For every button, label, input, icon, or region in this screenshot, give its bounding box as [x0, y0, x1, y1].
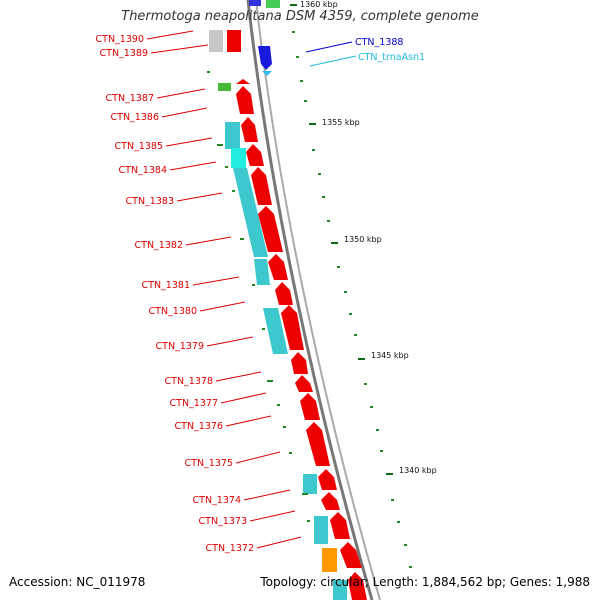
tick-label-1360: 1360 kbp	[300, 0, 338, 9]
cds-ctn-1380a	[275, 282, 293, 305]
tick-label-1350: 1350 kbp	[344, 235, 382, 244]
leader-line-trna-asn1	[309, 55, 357, 67]
gene-label-ctn-trnaasn1: CTN_trnaAsn1	[358, 52, 425, 63]
rna-block-5	[263, 308, 288, 354]
tick-label-1355: 1355 kbp	[322, 118, 360, 127]
trna-asn1-marker	[262, 71, 272, 76]
rna-block-8	[322, 548, 337, 572]
rna-block-4	[254, 259, 270, 285]
gene-label-ctn-1373: CTN_1373	[199, 516, 247, 527]
cds-ctn-1382	[258, 206, 283, 252]
cds-ctn-1372b	[340, 542, 362, 568]
tick-label-1345: 1345 kbp	[371, 351, 409, 360]
feature-block-green-top	[266, 0, 280, 8]
gene-label-ctn-1385: CTN_1385	[115, 141, 163, 152]
gene-label-ctn-1376: CTN_1376	[175, 421, 223, 432]
gene-label-ctn-1374: CTN_1374	[193, 495, 241, 506]
accession-label: Accession: NC_011978	[9, 575, 146, 589]
trna-arrow-ctn-1388	[258, 46, 272, 70]
kbp-tick-marks	[290, 4, 393, 475]
rna-block-2	[231, 148, 246, 168]
gene-label-ctn-1390: CTN_1390	[96, 34, 144, 45]
topology-label: Topology: circular; Length: 1,884,562 bp…	[260, 575, 590, 589]
cds-ctn-1384	[246, 144, 264, 166]
leader-line-ctn-1388	[305, 41, 353, 53]
gene-label-ctn-1379: CTN_1379	[156, 341, 204, 352]
cds-ctn-1376	[300, 393, 320, 420]
cds-ctn-1386	[236, 86, 254, 114]
cds-ctn-1377	[295, 375, 313, 392]
cds-bottom	[348, 572, 367, 600]
genome-backbone	[246, 0, 374, 600]
cds-ctn-1372a	[330, 512, 350, 539]
cds-ctn-1381	[268, 254, 288, 280]
cds-ctn-1373	[321, 492, 340, 510]
cds-ctn-1387	[236, 79, 250, 84]
tick-label-1340: 1340 kbp	[399, 466, 437, 475]
gc-dots-left	[207, 71, 310, 522]
gene-label-ctn-1383: CTN_1383	[126, 196, 174, 207]
cds-ctn-1390	[227, 30, 241, 52]
cds-ctn-1385	[241, 117, 258, 142]
gene-label-ctn-1382: CTN_1382	[135, 240, 183, 251]
rna-block-1	[225, 122, 240, 149]
cds-ctn-1375	[306, 422, 330, 466]
map-title: Thermotoga neapolitana DSM 4359, complet…	[121, 9, 479, 24]
rna-block-3	[233, 168, 268, 257]
cds-ctn-1374	[318, 469, 337, 490]
leader-lines-left	[146, 30, 302, 549]
feature-block-green	[218, 83, 231, 91]
cds-ctn-1379	[281, 305, 304, 350]
genome-backbone-inner	[255, 0, 381, 600]
gene-label-ctn-1389: CTN_1389	[100, 48, 148, 59]
cds-ctn-1383	[251, 167, 272, 205]
gene-label-ctn-1381: CTN_1381	[142, 280, 190, 291]
rna-block-6	[303, 474, 317, 494]
gene-label-ctn-1378: CTN_1378	[165, 376, 213, 387]
scale-dots-right	[292, 31, 412, 568]
cds-features	[227, 30, 367, 600]
gene-label-ctn-1375: CTN_1375	[185, 458, 233, 469]
gene-label-ctn-1372: CTN_1372	[206, 543, 254, 554]
feature-block-blue-top	[249, 0, 261, 6]
gene-label-ctn-1388: CTN_1388	[355, 37, 403, 48]
rna-block-9	[333, 580, 347, 600]
cds-ctn-1378	[291, 352, 308, 374]
feature-block-gray	[209, 30, 223, 52]
gene-label-ctn-1377: CTN_1377	[170, 398, 218, 409]
gene-label-ctn-1380: CTN_1380	[149, 306, 197, 317]
rna-block-7	[314, 516, 328, 544]
gene-label-ctn-1387: CTN_1387	[106, 93, 154, 104]
gene-label-ctn-1386: CTN_1386	[111, 112, 159, 123]
gene-label-ctn-1384: CTN_1384	[119, 165, 167, 176]
